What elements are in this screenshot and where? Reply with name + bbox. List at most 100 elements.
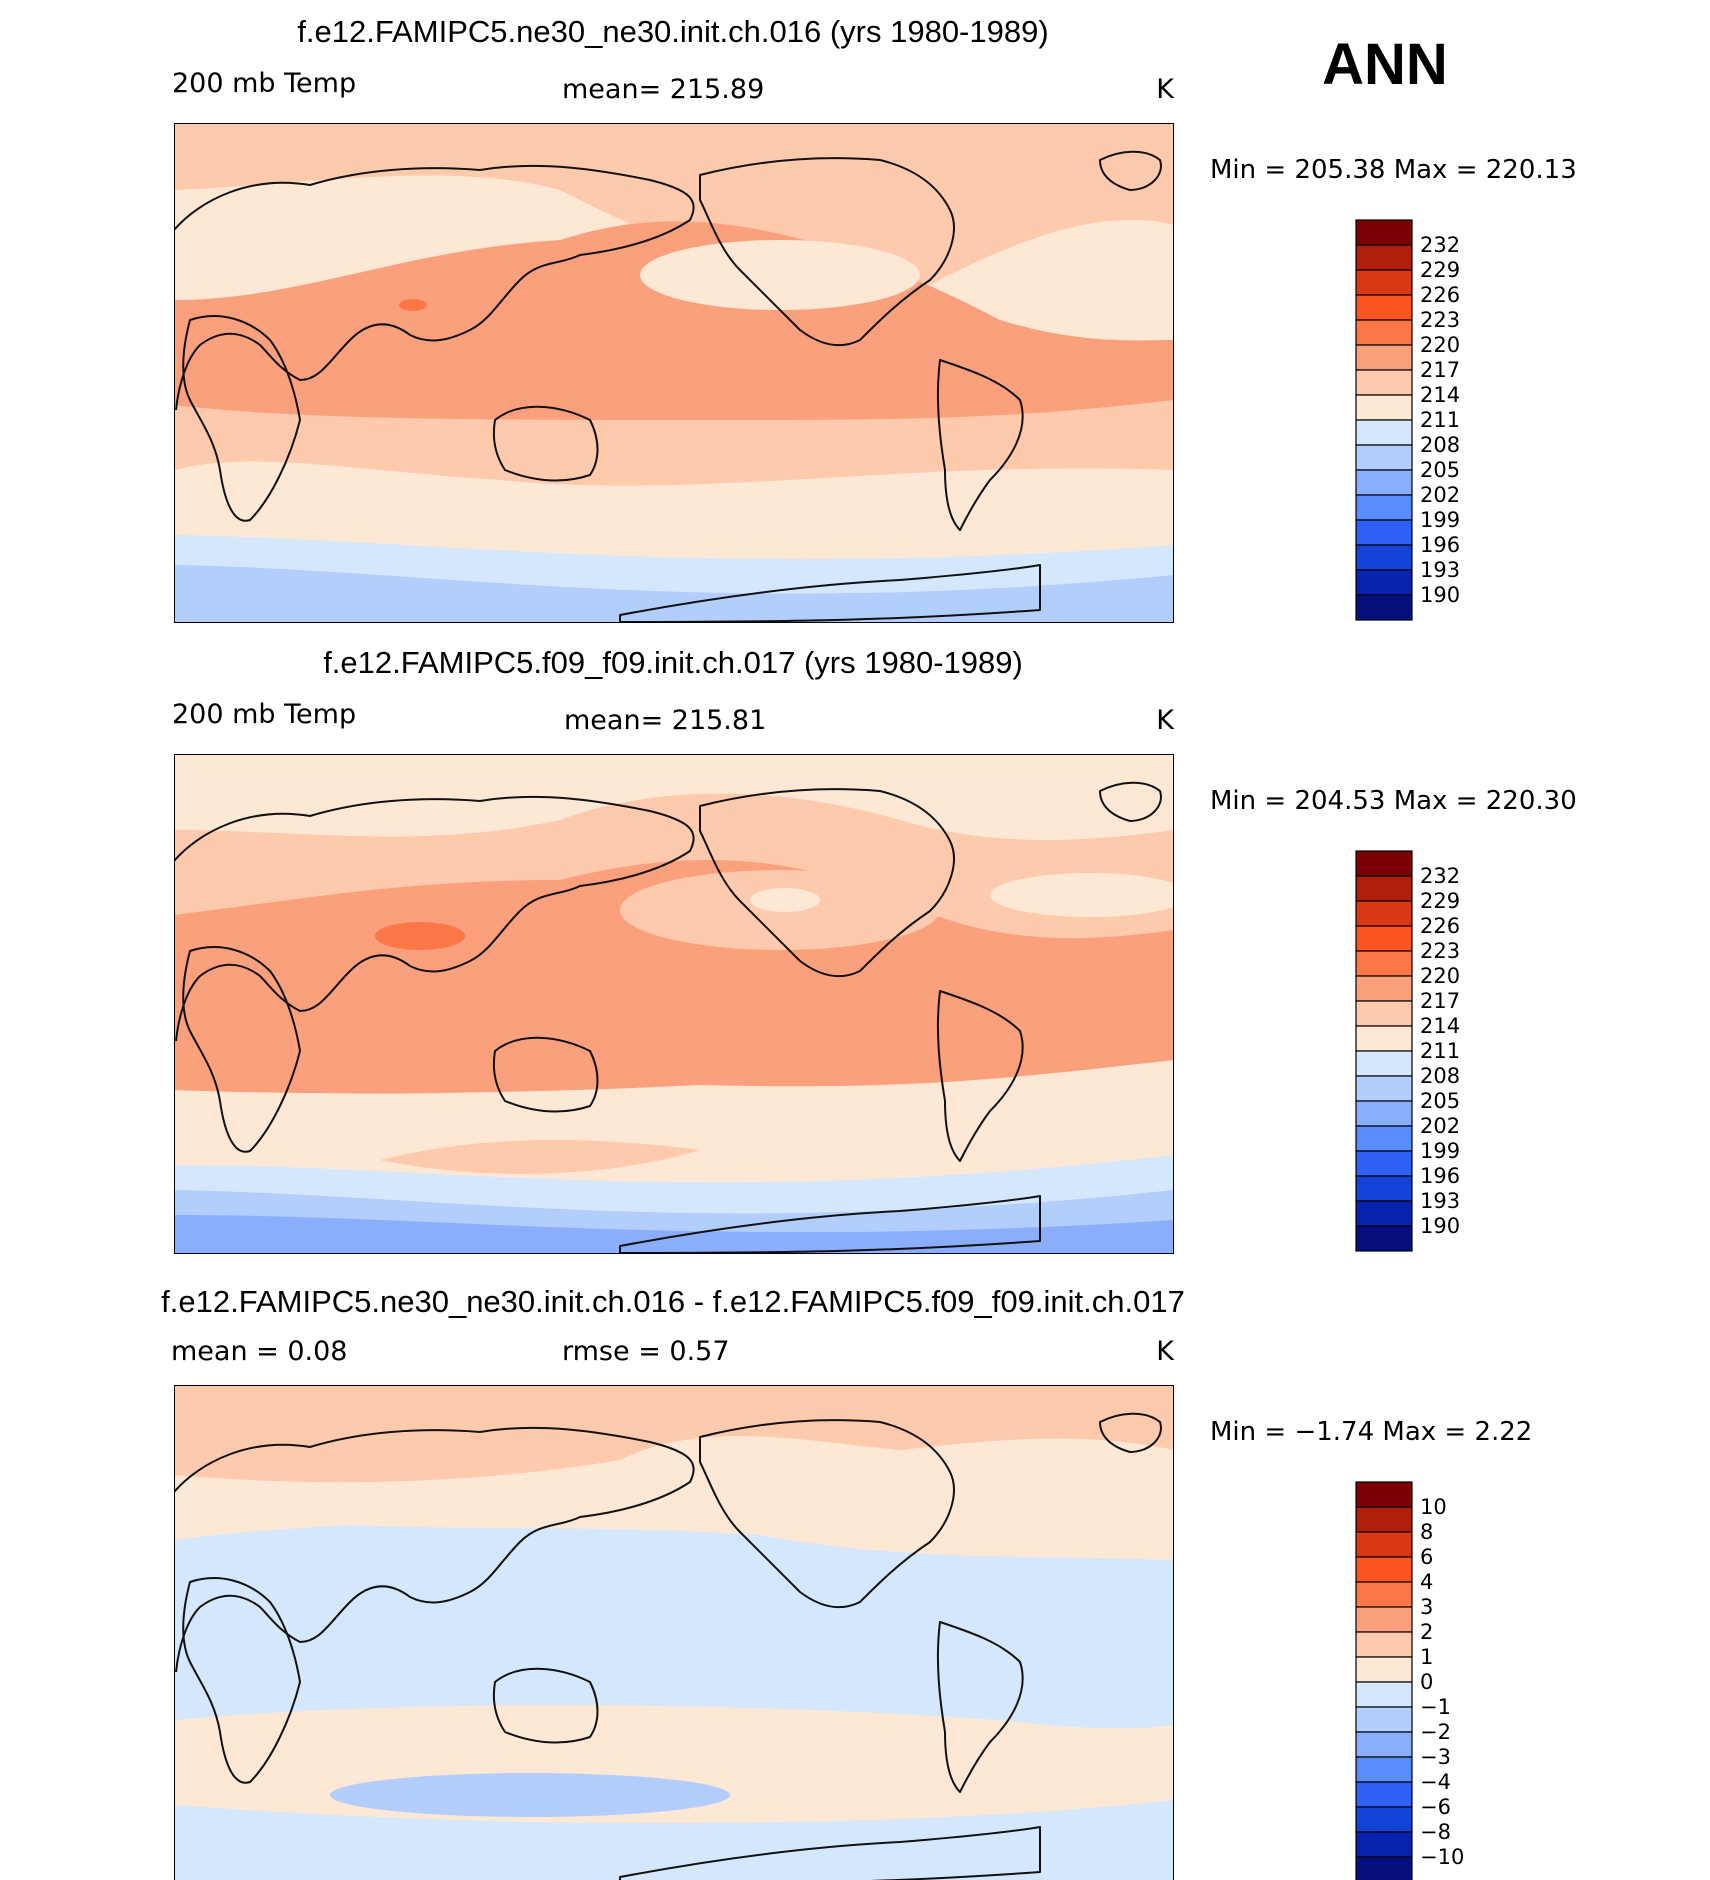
panel-2-colorbar: 2322292262232202172142112082052021991961… — [1355, 850, 1460, 1252]
colorbar-swatch — [1355, 925, 1413, 952]
colorbar-swatch — [1355, 1656, 1413, 1683]
colorbar-tick-label: 229 — [1420, 889, 1460, 913]
colorbar-tick-label: 0 — [1420, 1670, 1433, 1694]
colorbar-swatch — [1355, 1556, 1413, 1583]
panel-2-minmax: Min = 204.53 Max = 220.30 — [1210, 786, 1577, 816]
colorbar-swatch — [1355, 1756, 1413, 1783]
panel-3-units: K — [1156, 1336, 1175, 1367]
colorbar-swatch — [1355, 519, 1413, 546]
colorbar-swatch — [1355, 369, 1413, 396]
panel-1-minmax: Min = 205.38 Max = 220.13 — [1210, 155, 1577, 185]
field-tibet-max — [375, 922, 465, 950]
colorbar-swatch — [1355, 219, 1413, 246]
colorbar-swatch — [1355, 244, 1413, 271]
colorbar-tick-label: 226 — [1420, 914, 1460, 938]
colorbar-swatch — [1355, 975, 1413, 1002]
colorbar-swatch — [1355, 1025, 1413, 1052]
colorbar-swatch — [1355, 1706, 1413, 1733]
field-atlantic-cool — [995, 245, 1174, 285]
colorbar-swatch — [1355, 444, 1413, 471]
colorbar-tick-label: 217 — [1420, 989, 1460, 1013]
colorbar-tick-label: 220 — [1420, 333, 1460, 357]
field-atlantic-cool — [990, 873, 1174, 917]
colorbar-tick-label: 205 — [1420, 458, 1460, 482]
colorbar-tick-label: 202 — [1420, 1114, 1460, 1138]
field-antarctic-2 — [174, 565, 1174, 623]
colorbar-tick-label: 214 — [1420, 1014, 1460, 1038]
colorbar-tick-label: 2 — [1420, 1620, 1433, 1644]
colorbar-swatch — [1355, 1531, 1413, 1558]
panel-2-mean-label: mean= 215.81 — [564, 705, 766, 736]
colorbar-swatch — [1355, 1856, 1413, 1880]
colorbar-tick-label: 205 — [1420, 1089, 1460, 1113]
colorbar-tick-label: 211 — [1420, 1039, 1460, 1063]
colorbar-tick-label: −3 — [1420, 1745, 1451, 1769]
colorbar-swatch — [1355, 1831, 1413, 1858]
colorbar-swatch — [1355, 900, 1413, 927]
colorbar-swatch — [1355, 1806, 1413, 1833]
colorbar-tick-label: 214 — [1420, 383, 1460, 407]
colorbar-tick-label: 8 — [1420, 1520, 1433, 1544]
colorbar-tick-label: 208 — [1420, 1064, 1460, 1088]
colorbar-tick-label: 217 — [1420, 358, 1460, 382]
colorbar-tick-label: −6 — [1420, 1795, 1451, 1819]
colorbar-swatch — [1355, 419, 1413, 446]
colorbar-swatch — [1355, 1781, 1413, 1808]
colorbar-tick-label: 223 — [1420, 939, 1460, 963]
colorbar-tick-label: 232 — [1420, 864, 1460, 888]
colorbar-swatch — [1355, 1000, 1413, 1027]
colorbar-swatch — [1355, 1125, 1413, 1152]
panel-1-title: f.e12.FAMIPC5.ne30_ne30.init.ch.016 (yrs… — [297, 14, 1048, 49]
colorbar-tick-label: 220 — [1420, 964, 1460, 988]
coastlines — [174, 150, 1162, 623]
panel-3-title: f.e12.FAMIPC5.ne30_ne30.init.ch.016 - f.… — [161, 1284, 1185, 1319]
colorbar-tick-label: 1 — [1420, 1645, 1433, 1669]
field-arctic-warm — [174, 1385, 1174, 1483]
field-tropics — [174, 221, 1174, 420]
colorbar-tick-label: 232 — [1420, 233, 1460, 257]
colorbar-swatch — [1355, 1631, 1413, 1658]
colorbar-swatch — [1355, 1731, 1413, 1758]
panel-3-minmax: Min = −1.74 Max = 2.22 — [1210, 1417, 1532, 1447]
colorbar-swatch — [1355, 1581, 1413, 1608]
field-pacific-core — [750, 888, 820, 912]
coastlines — [174, 781, 1162, 1254]
colorbar-tick-label: 193 — [1420, 558, 1460, 582]
colorbar-swatch — [1355, 269, 1413, 296]
colorbar-swatch — [1355, 569, 1413, 596]
colorbar-swatch — [1355, 1200, 1413, 1227]
colorbar-swatch — [1355, 344, 1413, 371]
panel-3: f.e12.FAMIPC5.ne30_ne30.init.ch.016 - f.… — [161, 1284, 1532, 1880]
colorbar-tick-label: −10 — [1420, 1845, 1464, 1869]
colorbar-tick-label: 229 — [1420, 258, 1460, 282]
panel-1-colorbar: 2322292262232202172142112082052021991961… — [1355, 219, 1460, 621]
season-label: ANN — [1322, 32, 1448, 97]
panel-3-mean-label: mean = 0.08 — [171, 1336, 347, 1367]
colorbar-tick-label: 202 — [1420, 483, 1460, 507]
field-south-band — [380, 1140, 700, 1174]
colorbar-tick-label: 4 — [1420, 1570, 1433, 1594]
colorbar-tick-label: −1 — [1420, 1695, 1451, 1719]
colorbar-swatch — [1355, 1150, 1413, 1177]
colorbar-tick-label: −4 — [1420, 1770, 1451, 1794]
panel-2-variable-label: 200 mb Temp — [172, 699, 356, 730]
field-pole — [174, 1833, 1174, 1880]
panel-1: f.e12.FAMIPC5.ne30_ne30.init.ch.016 (yrs… — [172, 14, 1577, 623]
panel-3-map — [174, 1385, 1174, 1880]
colorbar-tick-label: −8 — [1420, 1820, 1451, 1844]
colorbar-swatch — [1355, 850, 1413, 877]
colorbar-swatch — [1355, 1506, 1413, 1533]
field-antarctic-3 — [174, 1215, 1174, 1254]
colorbar-swatch — [1355, 1050, 1413, 1077]
colorbar-swatch — [1355, 1075, 1413, 1102]
colorbar-swatch — [1355, 394, 1413, 421]
colorbar-tick-label: 208 — [1420, 433, 1460, 457]
panel-2-map — [174, 754, 1174, 1254]
colorbar-tick-label: 3 — [1420, 1595, 1433, 1619]
panel-1-variable-label: 200 mb Temp — [172, 68, 356, 99]
panel-2-units: K — [1156, 705, 1175, 736]
colorbar-tick-label: 190 — [1420, 1214, 1460, 1238]
colorbar-tick-label: −2 — [1420, 1720, 1451, 1744]
coastlines — [174, 1412, 1162, 1880]
field-pacific-cool — [640, 240, 920, 310]
